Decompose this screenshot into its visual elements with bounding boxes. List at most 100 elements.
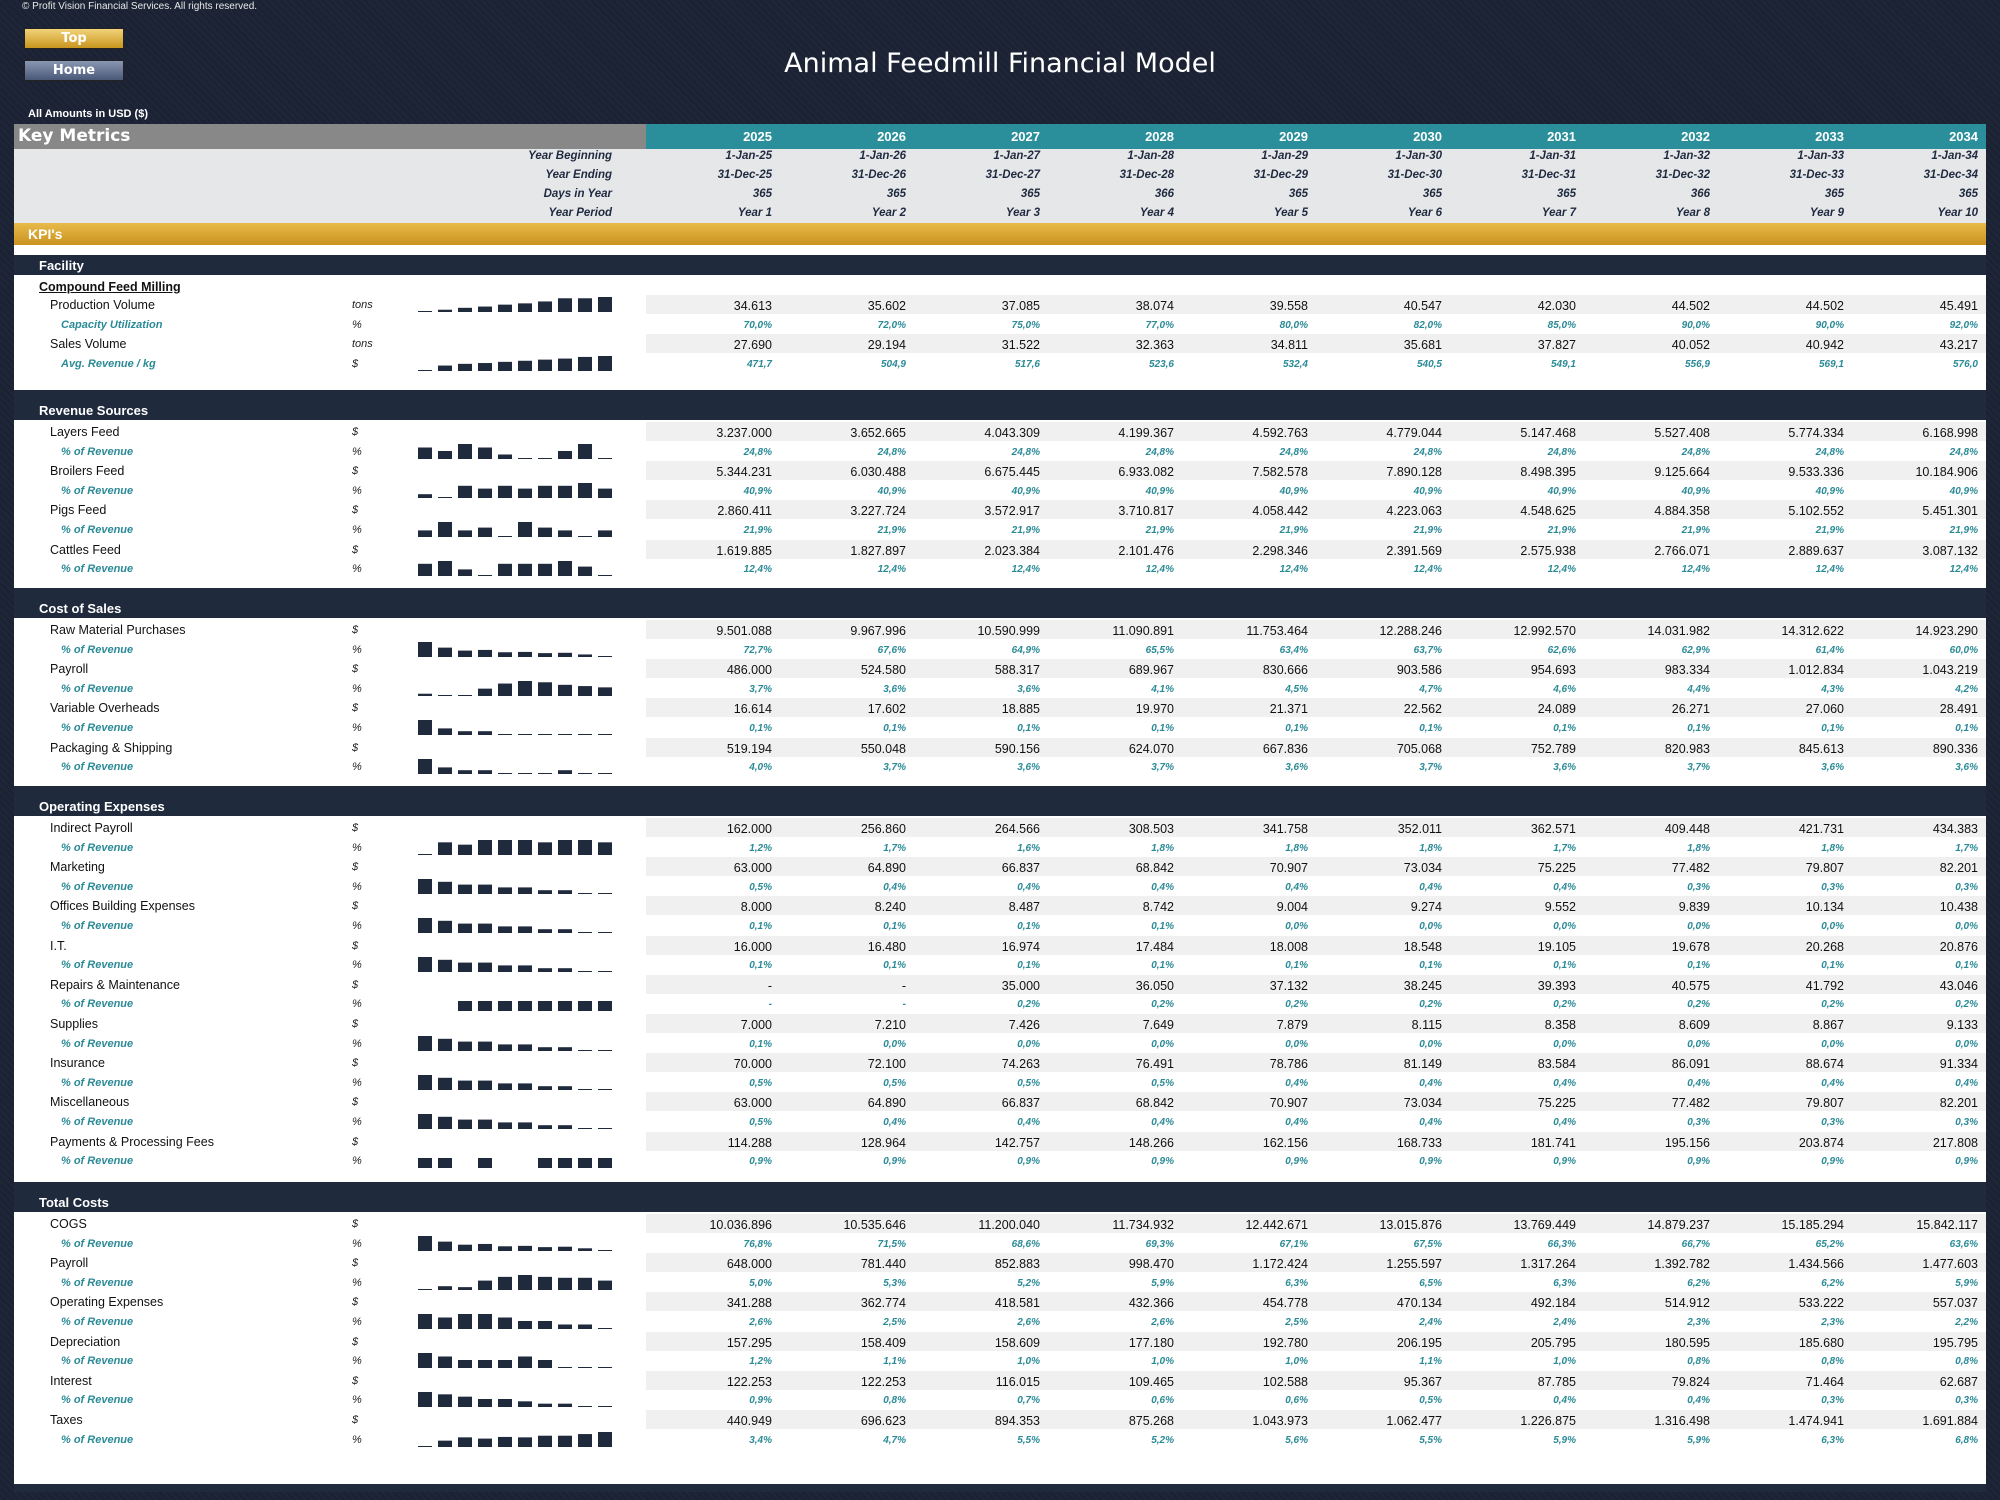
row-unit: tons [352, 338, 373, 351]
value-cell: 122.253 [726, 1374, 772, 1389]
value-cell: 5.102.552 [1788, 504, 1844, 519]
row-label: % of Revenue [61, 1076, 134, 1089]
value-cell: 3.087.132 [1922, 543, 1978, 558]
sparkline-bar [558, 1277, 572, 1290]
sparkline-bar [478, 962, 492, 973]
value-cell: 7.890.128 [1386, 465, 1442, 480]
info-cell: 1-Jan-32 [1663, 150, 1710, 162]
value-cell: 0,4% [1553, 1117, 1576, 1128]
sparkline-bar [458, 731, 472, 735]
value-cell: 532,4 [1282, 358, 1308, 370]
value-cell: 3.652.665 [850, 426, 906, 440]
value-cell: 5.451.301 [1922, 504, 1978, 519]
value-cell: 35.000 [1001, 978, 1040, 993]
value-cell: 19.105 [1537, 939, 1576, 954]
value-cell: 492.184 [1530, 1296, 1576, 1311]
value-cell: 45.491 [1939, 299, 1978, 313]
sparkline-bar [438, 1285, 452, 1290]
value-cell: 19.678 [1671, 939, 1710, 954]
sparkline-bar [438, 920, 452, 933]
value-cell: 5.147.468 [1520, 426, 1576, 440]
sparkline-bar [418, 1445, 432, 1447]
sparkline-bar [418, 641, 432, 657]
metric-row: Marketing $63.000 64.890 66.837 68.842 70.907… [14, 857, 1986, 877]
row-unit: % [352, 722, 362, 734]
top-button[interactable]: Top [24, 28, 124, 49]
value-cell: 3,7% [883, 762, 906, 774]
sparkline-bar [538, 652, 552, 657]
info-cell: 31-Dec-27 [985, 169, 1040, 181]
value-cell: 21,9% [1011, 525, 1040, 536]
info-cell: 365 [1020, 188, 1040, 200]
sparkline-bar [518, 773, 532, 775]
sparkline-bar [518, 360, 532, 371]
value-cell: 40,9% [1547, 485, 1576, 497]
value-cell: 7.000 [740, 1018, 772, 1032]
value-cell: 24,8% [1279, 446, 1308, 458]
value-cell: 1,0% [1017, 1356, 1040, 1368]
sparkline-bar [438, 728, 452, 735]
row-unit: $ [352, 1057, 359, 1070]
home-button[interactable]: Home [24, 60, 124, 81]
sparkline-bar [518, 1043, 532, 1051]
value-cell: 4.223.063 [1386, 504, 1442, 519]
value-cell: 0,9% [1017, 1156, 1040, 1168]
value-cell: 0,4% [1285, 881, 1308, 893]
sparkline-bar [598, 1158, 612, 1169]
metric-row: Taxes $440.949 696.623 894.353 875.268 1.043.… [14, 1410, 1986, 1429]
section-header: Facility [14, 255, 1986, 275]
row-background [646, 737, 1986, 757]
value-cell: 1,0% [1151, 1356, 1174, 1368]
value-cell: 62,6% [1547, 644, 1576, 656]
row-unit: $ [352, 1335, 359, 1348]
value-cell: 40,9% [1413, 485, 1442, 497]
value-cell: 88.674 [1805, 1057, 1844, 1072]
sparkline-bar [438, 1158, 452, 1169]
row-label: % of Revenue [61, 841, 134, 854]
value-cell: 0,3% [1687, 1117, 1710, 1128]
info-cell: 1-Jan-27 [993, 150, 1040, 162]
sparkline-bar [438, 959, 452, 973]
value-cell: 1,7% [883, 842, 906, 854]
info-row-label: Year Period [548, 207, 613, 219]
sparkline-bar [598, 655, 612, 657]
sparkline-bar [518, 1122, 532, 1129]
sparkline-bar [438, 1241, 452, 1251]
section-divider [14, 786, 1986, 796]
value-cell: 8.240 [874, 900, 906, 915]
sparkline-bar [498, 683, 512, 696]
sparkline-bar [558, 450, 572, 459]
value-cell: 40.052 [1671, 338, 1710, 353]
row-unit: % [352, 1316, 362, 1328]
info-cell: 365 [1958, 188, 1978, 200]
value-cell: 10.036.896 [709, 1218, 772, 1232]
value-cell: 3,6% [883, 683, 906, 695]
sparkline-bar [578, 1088, 592, 1090]
sparkline-bar [458, 1041, 472, 1051]
value-cell: 60,0% [1949, 644, 1978, 656]
sparkline-bar [498, 1001, 512, 1012]
value-cell: 72,0% [877, 319, 906, 331]
sparkline-bar [538, 1246, 552, 1251]
row-background [646, 896, 1986, 916]
value-cell: 7.426 [1008, 1018, 1040, 1032]
value-cell: 0,8% [1821, 1356, 1844, 1368]
value-cell: 44.502 [1805, 299, 1844, 313]
value-cell: 0,1% [1553, 960, 1576, 972]
sparkline-bar [518, 1245, 532, 1251]
sparkline-bar [518, 488, 532, 498]
sparkline-bar [498, 839, 512, 855]
value-cell: 5,9% [1151, 1277, 1174, 1289]
sparkline-bar [578, 1367, 592, 1369]
value-cell: 72.100 [867, 1057, 906, 1072]
sparkline-bar [598, 297, 612, 312]
value-cell: 0,0% [1017, 1038, 1040, 1050]
metric-row: Variable Overheads $16.614 17.602 18.885 19.… [14, 698, 1986, 718]
value-cell: 6.933.082 [1118, 465, 1174, 480]
value-cell: 903.586 [1396, 663, 1442, 678]
sparkline-bar [438, 1116, 452, 1129]
ratio-row: % of Revenue% 2,6% 2,5% 2,6% 2,6% 2,5% 2,4% 2,4… [14, 1312, 1986, 1331]
value-cell: 1,7% [1955, 842, 1978, 854]
value-cell: 1.827.897 [850, 543, 906, 558]
value-cell: 3.710.817 [1118, 504, 1174, 519]
